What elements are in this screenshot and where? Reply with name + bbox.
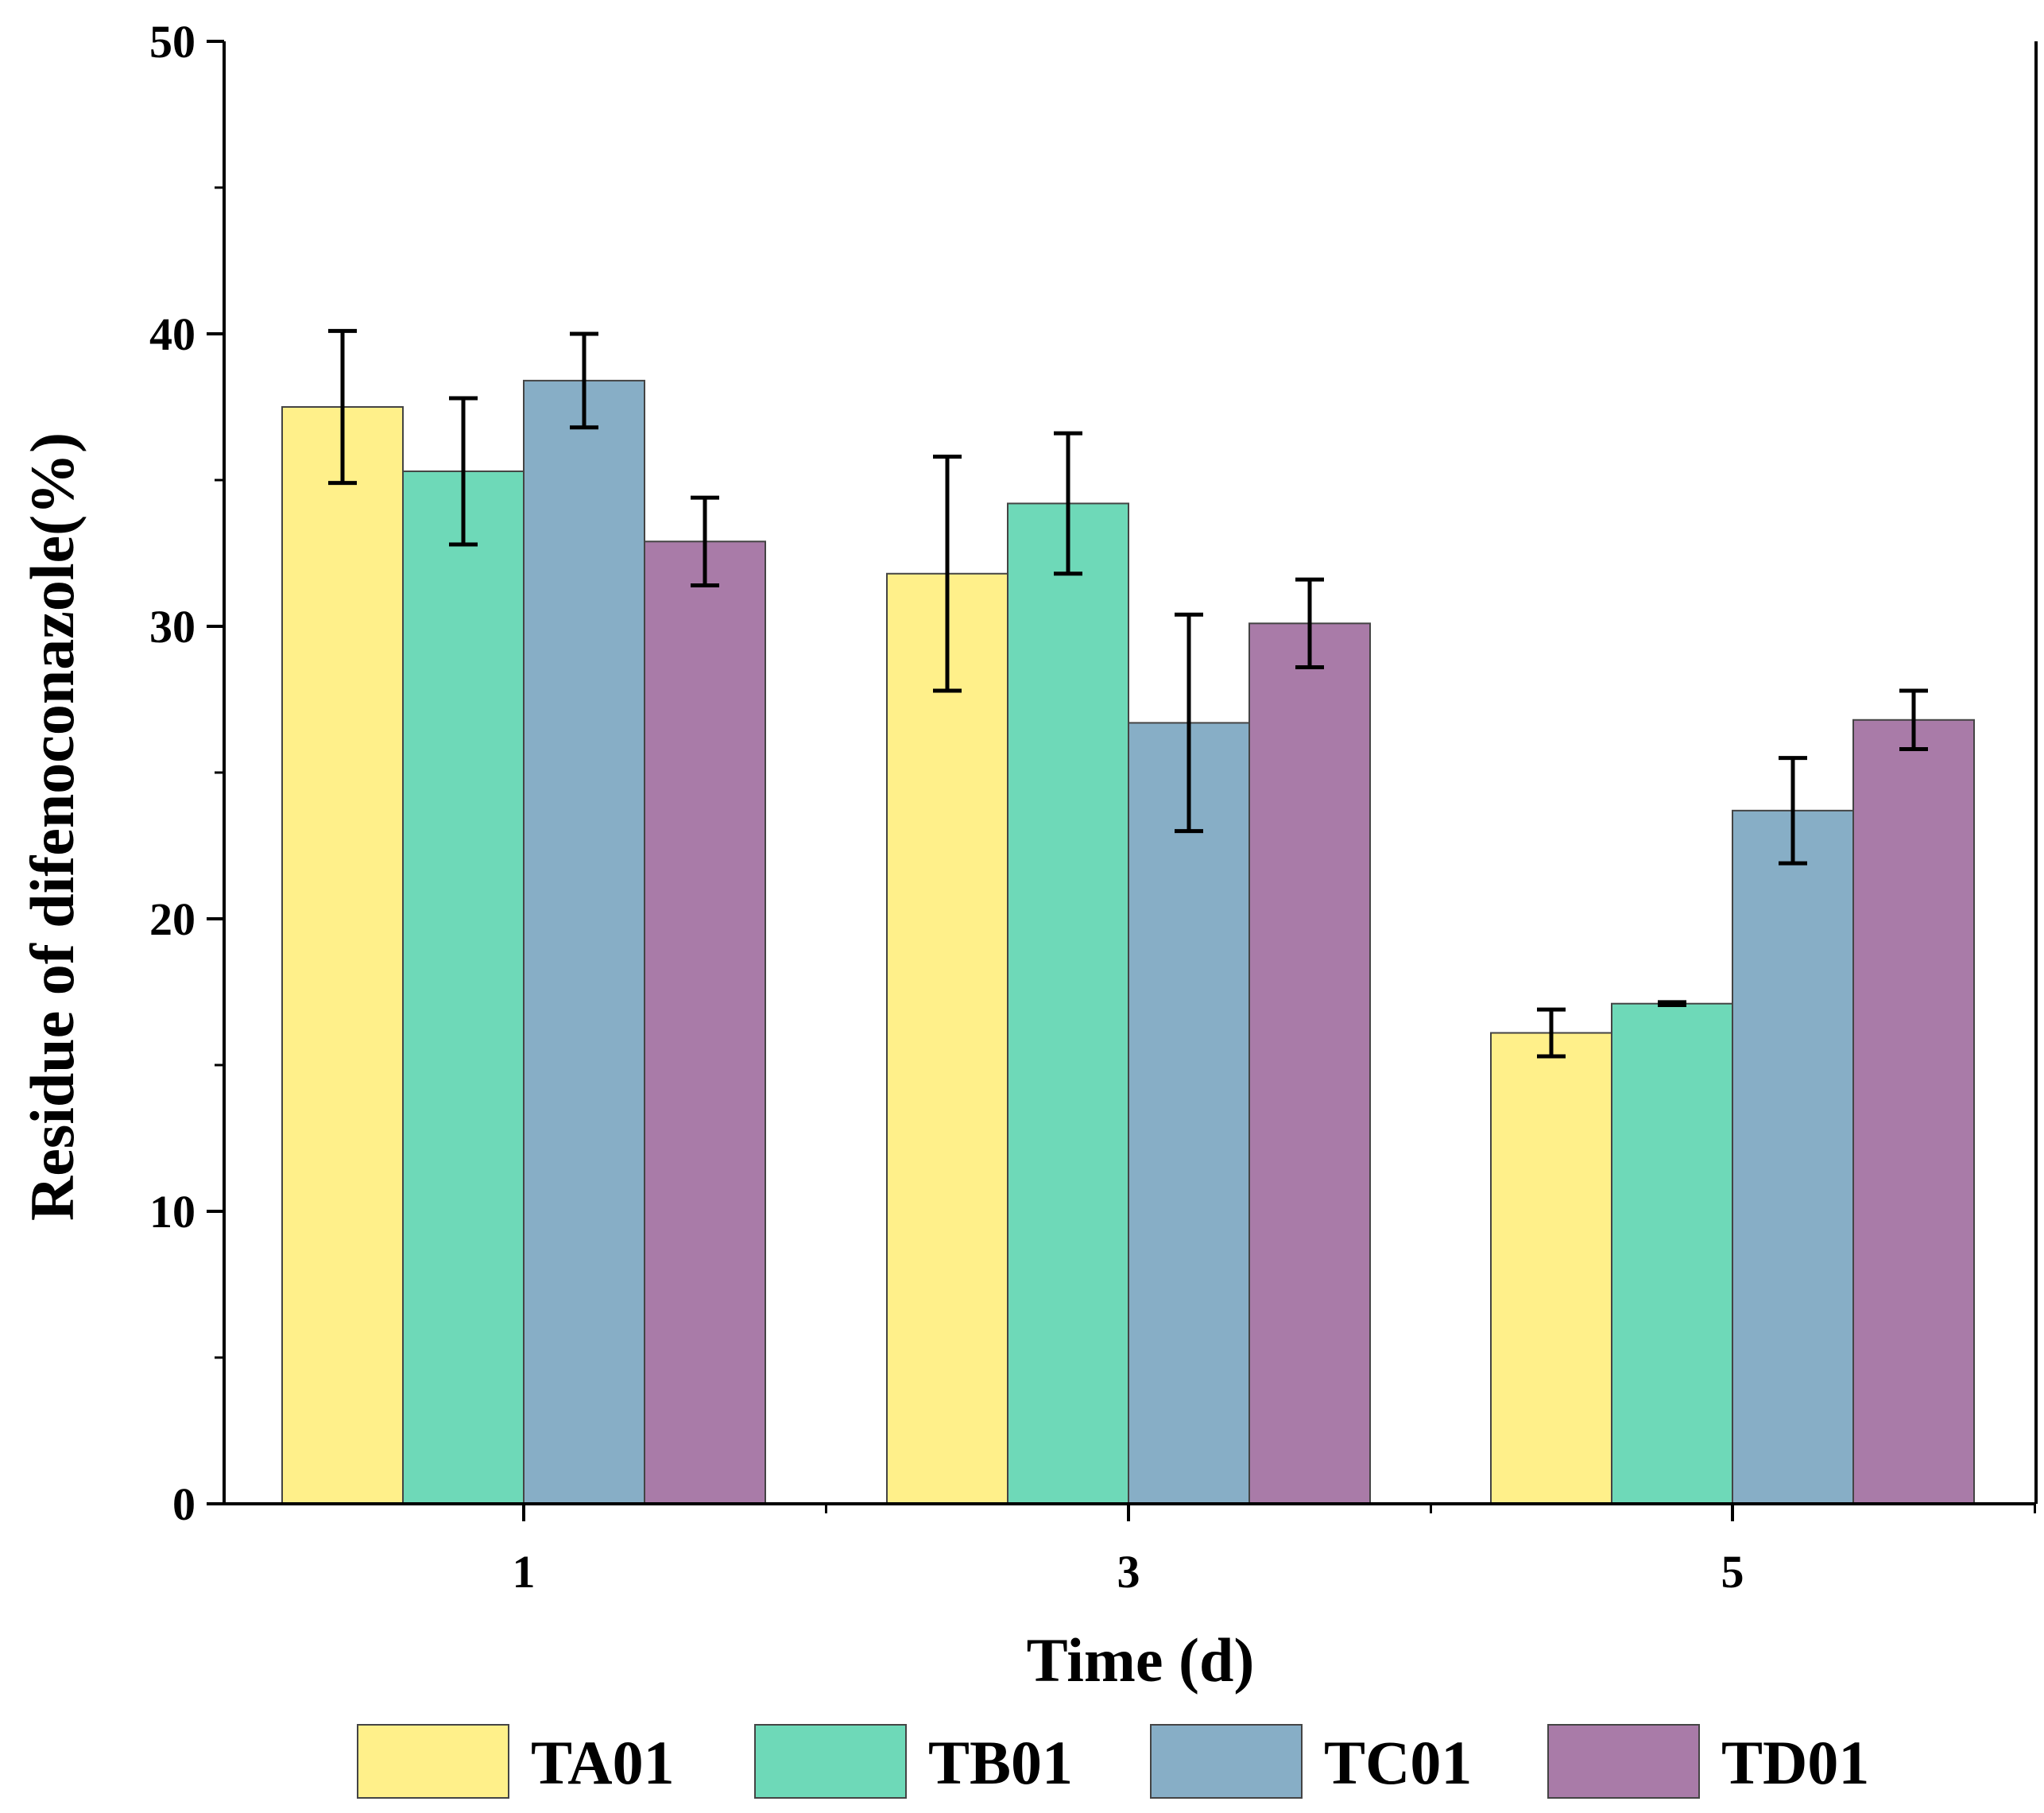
legend-swatch-tb01 [754,1724,907,1799]
bar-td01-day-5 [1852,719,1975,1505]
legend-label-tb01: TB01 [928,1728,1073,1797]
y-tick-label-0: 0 [172,1478,195,1530]
legend-label-ta01: TA01 [531,1728,675,1797]
x-tick-label-3: 3 [1117,1546,1140,1598]
legend-item-tb01: TB01 [754,1724,1073,1799]
error-bars-layer [328,328,1928,1059]
y-tick-label-50: 50 [149,16,195,68]
legend-item-td01: TD01 [1547,1724,1869,1799]
error-bar-tb01-day-3 [1054,431,1082,576]
bar-tb01-day-3 [1007,502,1129,1505]
y-tick-label-30: 30 [149,601,195,653]
error-bar-ta01-day-1 [328,328,357,486]
bar-tb01-day-5 [1611,1002,1733,1505]
bar-td01-day-1 [644,540,766,1505]
legend-swatch-ta01 [357,1724,509,1799]
x-tick-label-1: 1 [513,1546,536,1598]
legend-item-tc01: TC01 [1150,1724,1472,1799]
x-axis-title: Time (d) [1027,1625,1255,1695]
error-bar-td01-day-1 [691,495,719,587]
bar-ta01-day-1 [281,406,404,1505]
error-bar-td01-day-3 [1295,577,1324,670]
x-tick-label-5: 5 [1721,1546,1744,1598]
error-bar-tc01-day-5 [1779,756,1807,866]
error-bar-tc01-day-3 [1175,612,1203,834]
error-bar-tc01-day-1 [570,331,598,430]
bar-ta01-day-5 [1490,1032,1612,1505]
axes-layer: 0 10 20 30 40 50 1 3 5 [149,16,2038,1598]
y-tick-label-20: 20 [149,893,195,945]
bar-tc01-day-5 [1732,809,1854,1505]
legend-label-tc01: TC01 [1324,1728,1472,1797]
bar-tc01-day-1 [523,379,645,1505]
bar-ta01-day-3 [886,572,1008,1505]
legend: TA01 TB01 TC01 TD01 [357,1724,1869,1799]
error-bar-td01-day-5 [1899,688,1928,752]
error-bar-ta01-day-5 [1537,1007,1566,1059]
bar-tc01-day-3 [1128,722,1250,1505]
bars-layer [281,379,1975,1505]
y-tick-label-40: 40 [149,308,195,360]
legend-item-ta01: TA01 [357,1724,675,1799]
y-tick-label-10: 10 [149,1186,195,1238]
legend-swatch-td01 [1547,1724,1700,1799]
bar-td01-day-3 [1248,622,1371,1505]
legend-label-td01: TD01 [1721,1728,1869,1797]
legend-swatch-tc01 [1150,1724,1303,1799]
y-axis-title: Residue of difenoconazole(%) [17,432,87,1221]
error-bar-tb01-day-5 [1658,1000,1686,1008]
error-bar-tb01-day-1 [449,396,478,547]
bar-tb01-day-1 [402,470,525,1505]
error-bar-ta01-day-3 [933,455,962,693]
